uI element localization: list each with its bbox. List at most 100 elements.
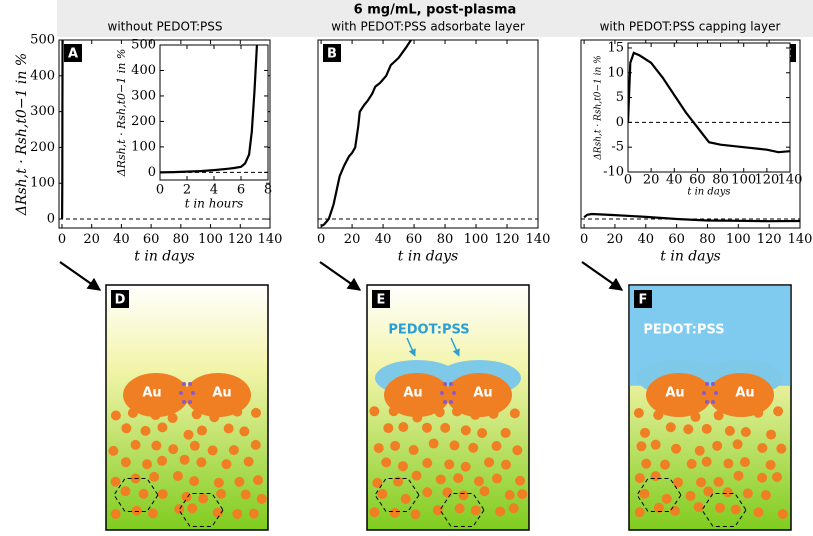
x-tick-label: 4 — [210, 182, 218, 197]
molecule — [449, 382, 453, 386]
panel-label-box — [372, 290, 390, 308]
plot-area — [317, 39, 539, 229]
nanoparticle — [515, 475, 526, 486]
molecule — [452, 391, 456, 395]
nanoparticle — [142, 459, 153, 470]
nanoparticle — [650, 471, 661, 482]
x-axis-label: t in days — [687, 186, 730, 197]
nanoparticle — [121, 423, 132, 434]
nanoparticle — [504, 490, 515, 501]
x-tick-label: 6 — [237, 182, 245, 197]
nanoparticle — [187, 503, 198, 514]
nanoparticle — [776, 443, 787, 454]
panel-title: with PEDOT:PSS capping layer — [600, 20, 781, 34]
plot-area — [159, 44, 269, 181]
nanoparticle — [422, 457, 433, 468]
nanoparticle — [373, 443, 384, 454]
molecule — [191, 391, 195, 395]
y-tick-label: 10 — [607, 65, 624, 80]
nanoparticle — [369, 406, 380, 417]
nanoparticle — [248, 508, 259, 519]
molecule — [188, 400, 192, 404]
nanoparticle — [733, 470, 744, 481]
nanoparticle — [120, 457, 131, 468]
x-tick-label: 0 — [624, 173, 632, 188]
nanoparticle — [468, 442, 479, 453]
nanoparticle — [712, 440, 723, 451]
line-series — [583, 212, 800, 223]
nanoparticle — [390, 440, 401, 451]
nanoparticle — [640, 427, 651, 438]
x-axis-label: t in days — [134, 249, 194, 265]
nanoparticle — [221, 459, 232, 470]
nanoparticle — [765, 459, 776, 470]
x-tick-label: 80 — [699, 232, 716, 247]
y-tick-label: 100 — [30, 176, 55, 191]
nanoparticle — [500, 459, 511, 470]
plot-area — [627, 42, 791, 173]
nanoparticle — [179, 454, 190, 465]
nanoparticle — [250, 407, 261, 418]
nanoparticle — [773, 406, 784, 417]
nanoparticle — [491, 441, 502, 452]
nanoparticle — [148, 508, 159, 519]
x-tick-label: 80 — [173, 232, 190, 247]
nanoparticle — [653, 502, 664, 513]
x-tick-label: 0 — [156, 182, 164, 197]
layer-label: PEDOT:PSS — [643, 323, 724, 338]
nanoparticle — [477, 428, 488, 439]
nanoparticle — [110, 476, 121, 487]
molecule — [449, 400, 453, 404]
panel-label: B — [327, 47, 337, 62]
x-tick-label: 140 — [788, 232, 813, 247]
nanoparticle — [722, 487, 733, 498]
nanoparticle — [693, 502, 704, 513]
nanoparticle — [508, 503, 519, 514]
nanoparticle — [713, 410, 724, 421]
nanoparticle — [183, 429, 194, 440]
x-tick-label: 0 — [580, 232, 588, 247]
y-axis-label: ΔRsh,t · Rsh,t0−1 in % — [14, 53, 30, 216]
x-tick-label: 100 — [726, 232, 751, 247]
nanoparticle — [771, 471, 782, 482]
nanoparticle — [196, 457, 207, 468]
panel-label: D — [115, 293, 126, 308]
nanoparticle — [444, 459, 455, 470]
molecule — [705, 382, 709, 386]
nanoparticle — [381, 457, 392, 468]
x-tick-label: 60 — [406, 232, 423, 247]
nanoparticle — [634, 507, 645, 518]
line-series — [60, 40, 64, 220]
y-tick-label: 0 — [616, 115, 624, 130]
y-tick-label: 15 — [607, 40, 624, 55]
nanoparticle — [435, 474, 446, 485]
nanoparticle — [157, 455, 168, 466]
nanoparticle — [685, 490, 696, 501]
nanoparticle — [250, 439, 261, 450]
layer-arrow — [450, 337, 460, 357]
panel-label: F — [639, 293, 648, 308]
y-tick-label: 500 — [30, 33, 55, 48]
nanoparticle — [421, 422, 432, 433]
y-tick-label: 0 — [148, 165, 156, 180]
x-tick-label: 40 — [113, 232, 130, 247]
nanoparticle — [453, 473, 464, 484]
panel-title: without PEDOT:PSS — [108, 20, 223, 34]
nanoparticle — [398, 422, 409, 433]
nanoparticle — [713, 476, 724, 487]
molecule — [443, 400, 447, 404]
au-particle — [708, 373, 774, 417]
nanoparticle — [440, 422, 451, 433]
line-series — [160, 45, 259, 174]
panel-label: E — [377, 293, 386, 308]
nanoparticle — [650, 439, 661, 450]
nanoparticle — [393, 476, 404, 487]
nanoparticle — [479, 486, 490, 497]
nanoparticle — [760, 490, 771, 501]
nanoparticle — [174, 504, 185, 515]
nanoparticle — [131, 505, 142, 516]
nanoparticle — [149, 471, 160, 482]
link-arrow — [59, 261, 102, 291]
nanoparticle — [495, 506, 506, 517]
molecule — [705, 400, 709, 404]
